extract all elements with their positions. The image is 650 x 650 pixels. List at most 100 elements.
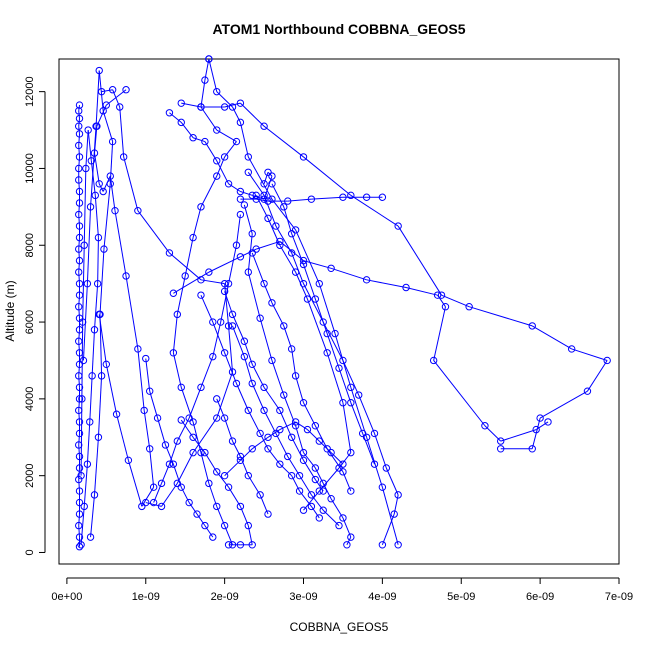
series-line-segment bbox=[275, 225, 293, 254]
series-line-segment bbox=[283, 206, 293, 234]
series-line-segment bbox=[239, 122, 249, 158]
data-point bbox=[99, 107, 107, 115]
data-point bbox=[153, 414, 162, 422]
data-point bbox=[299, 399, 308, 407]
data-point bbox=[75, 164, 83, 173]
series-24 bbox=[220, 418, 347, 480]
data-point bbox=[220, 349, 229, 357]
series-13 bbox=[252, 191, 355, 514]
data-point bbox=[319, 479, 327, 488]
data-point bbox=[327, 495, 335, 503]
data-point bbox=[236, 187, 245, 196]
series-line-segment bbox=[256, 240, 280, 250]
series-line-segment bbox=[78, 249, 81, 261]
series-line-segment bbox=[275, 433, 289, 457]
data-point bbox=[213, 468, 221, 476]
series-line-segment bbox=[101, 89, 113, 93]
data-point bbox=[276, 241, 284, 249]
series-line-segment bbox=[338, 367, 352, 403]
data-point bbox=[75, 533, 84, 541]
data-point bbox=[79, 356, 88, 365]
data-point bbox=[315, 514, 323, 522]
data-point bbox=[287, 433, 296, 441]
data-point bbox=[268, 172, 276, 180]
data-point bbox=[248, 445, 256, 453]
series-line-segment bbox=[180, 486, 190, 503]
series-line-segment bbox=[97, 375, 103, 438]
series-line-segment bbox=[90, 126, 97, 207]
series-line-segment bbox=[240, 191, 253, 196]
data-point bbox=[248, 541, 256, 549]
series-line-segment bbox=[224, 291, 233, 315]
data-point bbox=[97, 372, 106, 380]
data-point bbox=[149, 483, 158, 491]
series-line-segment bbox=[98, 183, 104, 192]
series-line-segment bbox=[137, 348, 145, 411]
series-line-segment bbox=[127, 460, 143, 507]
series-line-segment bbox=[83, 168, 87, 246]
series-line-segment bbox=[271, 198, 297, 231]
data-point bbox=[116, 103, 124, 111]
data-point bbox=[315, 487, 323, 495]
series-line-segment bbox=[405, 287, 438, 296]
data-point bbox=[189, 233, 197, 242]
data-point bbox=[347, 533, 355, 541]
x-tick-label: 4e-09 bbox=[368, 591, 396, 603]
data-point bbox=[268, 195, 276, 203]
data-point bbox=[394, 222, 402, 230]
series-line-segment bbox=[366, 279, 407, 288]
series-line-segment bbox=[105, 364, 118, 415]
series-line-segment bbox=[326, 352, 344, 403]
series-line-segment bbox=[314, 298, 328, 334]
series-line-segment bbox=[85, 130, 89, 169]
series-line-segment bbox=[232, 325, 245, 357]
data-point bbox=[78, 395, 86, 403]
series-line-segment bbox=[228, 486, 241, 507]
data-point bbox=[75, 176, 83, 184]
data-point bbox=[287, 471, 296, 480]
series-line-segment bbox=[149, 391, 159, 419]
data-point bbox=[347, 399, 355, 407]
data-point bbox=[83, 460, 92, 468]
series-line-segment bbox=[78, 410, 81, 422]
series-line-segment bbox=[287, 456, 300, 476]
data-point bbox=[181, 272, 189, 280]
data-point bbox=[347, 383, 355, 392]
data-point bbox=[75, 101, 84, 109]
series-7 bbox=[169, 55, 241, 549]
data-point bbox=[93, 122, 101, 130]
data-point bbox=[252, 245, 260, 253]
data-point bbox=[291, 372, 300, 380]
data-point bbox=[86, 533, 95, 541]
data-point bbox=[75, 141, 83, 150]
data-point bbox=[378, 193, 387, 201]
data-point bbox=[201, 521, 209, 530]
data-point bbox=[276, 406, 284, 415]
series-line-segment bbox=[263, 172, 269, 184]
y-axis-label: Altitude (m) bbox=[3, 280, 17, 341]
series-line-segment bbox=[169, 252, 202, 281]
data-point bbox=[264, 168, 272, 176]
data-point bbox=[382, 464, 391, 472]
data-point bbox=[335, 521, 343, 530]
series-line-segment bbox=[322, 483, 332, 499]
data-point bbox=[197, 448, 205, 457]
data-point bbox=[228, 437, 237, 445]
series-line-segment bbox=[96, 104, 107, 127]
series-line-segment bbox=[299, 475, 312, 496]
series-line-segment bbox=[78, 306, 81, 319]
series-line-segment bbox=[306, 298, 328, 353]
series-line-segment bbox=[208, 483, 218, 507]
data-point bbox=[256, 491, 264, 499]
series-line-segment bbox=[539, 390, 588, 419]
series-line-segment bbox=[259, 433, 269, 450]
series-line-segment bbox=[78, 375, 81, 388]
series-line-segment bbox=[330, 498, 344, 519]
data-point bbox=[75, 521, 83, 530]
series-line-segment bbox=[157, 417, 166, 446]
data-point bbox=[213, 157, 221, 165]
data-point bbox=[291, 422, 300, 430]
data-point bbox=[299, 153, 308, 161]
data-point bbox=[465, 302, 473, 311]
series-line-segment bbox=[93, 153, 100, 184]
